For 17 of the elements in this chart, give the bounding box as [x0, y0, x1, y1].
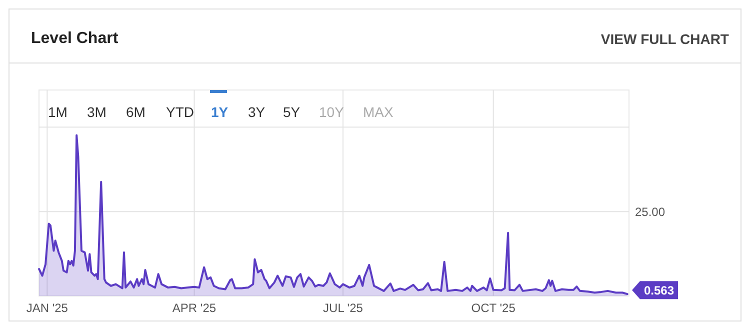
annotation: 3Y [248, 104, 266, 120]
annotation: 10Y [319, 104, 345, 120]
x-tick-label: JAN '25 [26, 301, 68, 315]
annotation: 1M [48, 104, 68, 120]
x-tick-label: OCT '25 [471, 301, 516, 315]
annotation: 3M [87, 104, 106, 120]
y-tick-label: 25.00 [635, 204, 666, 219]
x-tick-label: APR '25 [172, 301, 216, 315]
text: VIEW FULL CHART [600, 31, 730, 47]
x-tick-label: JUL '25 [323, 301, 364, 315]
annotation: 6M [126, 104, 146, 120]
annotation: 5Y [283, 104, 301, 120]
annotation: YTD [166, 104, 194, 120]
annotation: MAX [363, 104, 394, 120]
annotation: 1Y [211, 104, 229, 120]
chart-title: Level Chart [31, 30, 119, 47]
annotation: 0.563 [644, 283, 674, 298]
